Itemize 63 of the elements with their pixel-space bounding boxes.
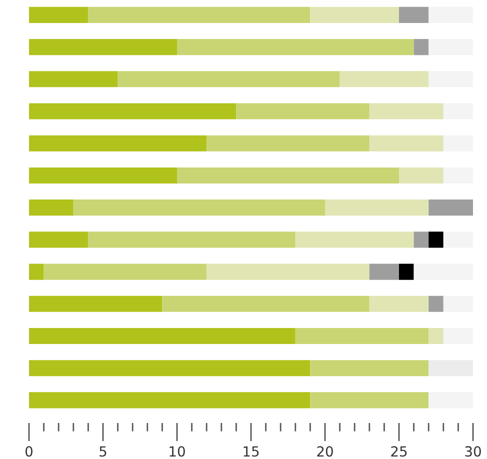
x-tick-label: 10 (170, 446, 185, 457)
bar (399, 167, 444, 184)
bar (443, 135, 473, 152)
bar (73, 200, 325, 216)
bar (369, 264, 399, 280)
x-tick-label: 30 (465, 446, 481, 457)
bar (29, 232, 88, 248)
bar (428, 232, 444, 248)
bar (428, 200, 473, 216)
bar (414, 39, 429, 56)
x-tick-label: 20 (317, 446, 333, 457)
bar (369, 296, 429, 312)
bar (177, 39, 414, 56)
bar (295, 328, 429, 344)
bar (443, 296, 473, 312)
bar (414, 264, 473, 280)
bar (310, 392, 429, 408)
bar (369, 103, 444, 120)
bar (162, 296, 370, 312)
bar (29, 200, 74, 216)
bar (29, 135, 207, 152)
bar (369, 135, 444, 152)
bar (428, 296, 444, 312)
bar (399, 264, 414, 280)
bar (414, 232, 429, 248)
x-tick-label: 15 (244, 446, 259, 457)
bar (29, 71, 118, 88)
bar (88, 232, 296, 248)
bar (399, 6, 429, 23)
bar (88, 6, 310, 23)
bar (29, 328, 296, 344)
bar (340, 71, 429, 88)
bar (29, 360, 310, 376)
bar (236, 103, 370, 120)
bar (118, 71, 340, 88)
bar (310, 6, 399, 23)
bar (29, 103, 236, 120)
bar (29, 167, 177, 184)
bar (443, 328, 473, 344)
bar (428, 39, 473, 56)
bar (177, 167, 399, 184)
bar (206, 264, 370, 280)
bar (29, 296, 162, 312)
x-tick-label: 0 (25, 446, 32, 457)
bar (44, 264, 207, 280)
bar (29, 6, 88, 23)
bar (310, 360, 429, 376)
bar (29, 392, 310, 408)
bar (29, 264, 44, 280)
bar (325, 200, 429, 216)
bar (295, 232, 414, 248)
bar (443, 167, 473, 184)
x-tick-label: 5 (100, 446, 106, 457)
bar (443, 232, 473, 248)
bar (428, 360, 473, 376)
bar (428, 71, 473, 88)
bar (428, 392, 473, 408)
x-tick-label: 25 (391, 446, 407, 457)
bar (29, 39, 177, 56)
bar (428, 328, 444, 344)
bar (428, 6, 473, 23)
bar (443, 103, 473, 120)
bar (206, 135, 370, 152)
